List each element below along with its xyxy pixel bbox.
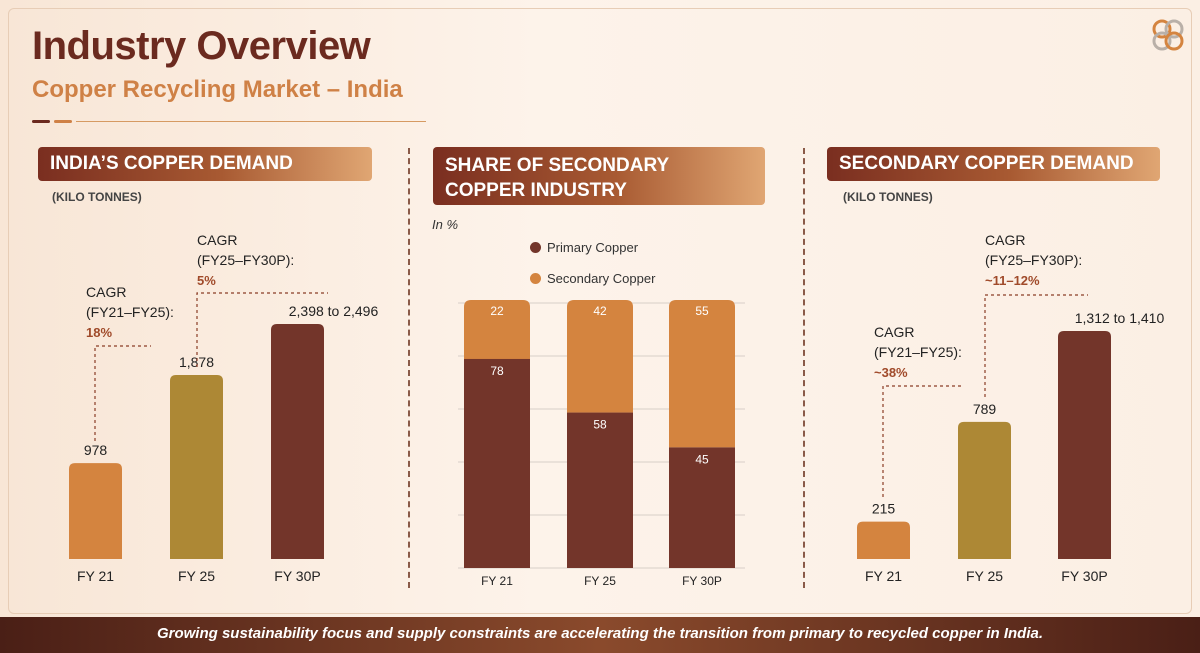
stacked-label-primary-0: 78 <box>490 364 504 378</box>
secondary-demand-bar-2 <box>1058 331 1111 559</box>
copper-demand-cagr-1-value: 5% <box>197 273 216 288</box>
secondary-demand-cagr-1-value: ~11–12% <box>985 273 1040 288</box>
secondary-demand-bar-0 <box>857 521 910 559</box>
secondary-demand-cagr-0-value: ~38% <box>874 365 908 380</box>
secondary-share-unit: In % <box>432 217 459 232</box>
stacked-bar-primary-1 <box>567 412 633 568</box>
copper-demand-bar-2 <box>271 324 324 559</box>
copper-demand-category-label-1: FY 25 <box>178 568 215 584</box>
legend-label-secondary: Secondary Copper <box>547 271 656 286</box>
copper-demand-cagr-1-line-0: CAGR <box>197 232 237 248</box>
secondary-demand-heading: SECONDARY COPPER DEMAND <box>827 147 1160 181</box>
secondary-demand-cagr-0-line-1: (FY21–FY25): <box>874 344 962 360</box>
stacked-bar-secondary-2 <box>669 300 735 448</box>
stacked-category-label-0: FY 21 <box>481 574 513 588</box>
secondary-demand-cagr-1-line-0: CAGR <box>985 232 1025 248</box>
legend-swatch-primary <box>530 242 541 253</box>
title-underline <box>32 120 426 123</box>
secondary-demand-category-label-0: FY 21 <box>865 568 902 584</box>
copper-demand-cagr-connector-1 <box>196 292 328 367</box>
copper-demand-unit: (KILO TONNES) <box>52 190 142 204</box>
copper-demand-cagr-0-value: 18% <box>86 325 112 340</box>
secondary-demand-cagr-0-line-0: CAGR <box>874 324 914 340</box>
legend-item-secondary: Secondary Copper <box>530 271 655 286</box>
copper-demand-category-label-0: FY 21 <box>77 568 114 584</box>
page-title: Industry Overview <box>32 24 371 68</box>
page-subtitle: Copper Recycling Market – India <box>32 76 403 103</box>
section-divider <box>408 148 410 588</box>
copper-demand-cagr-0-line-0: CAGR <box>86 284 126 300</box>
stacked-label-primary-2: 45 <box>695 452 709 466</box>
copper-demand-heading-text: INDIA’S COPPER DEMAND <box>50 153 293 174</box>
stacked-label-primary-1: 58 <box>593 418 607 432</box>
footer-text: Growing sustainability focus and supply … <box>156 625 1044 642</box>
secondary-demand-value-label-1: 789 <box>973 401 997 417</box>
secondary-demand-category-label-1: FY 25 <box>966 568 1003 584</box>
section-divider <box>803 148 805 588</box>
secondary-demand-heading-text: SECONDARY COPPER DEMAND <box>839 153 1134 174</box>
interlocked-rings-logo-icon <box>1152 19 1184 51</box>
copper-demand-value-label-2: 2,398 to 2,496 <box>289 303 379 319</box>
secondary-demand-unit: (KILO TONNES) <box>843 190 933 204</box>
secondary-demand-bar-1 <box>958 421 1011 559</box>
legend-label-primary: Primary Copper <box>547 240 639 255</box>
copper-demand-heading: INDIA’S COPPER DEMAND <box>38 147 372 181</box>
copper-demand-value-label-1: 1,878 <box>179 354 214 370</box>
stacked-category-label-2: FY 30P <box>682 574 722 588</box>
secondary-demand-value-label-2: 1,312 to 1,410 <box>1075 310 1165 326</box>
copper-demand-bar-0 <box>69 463 122 559</box>
secondary-demand-cagr-connector-1 <box>984 294 1088 397</box>
stacked-bar-primary-2 <box>669 447 735 568</box>
stacked-bar-primary-0 <box>464 358 530 568</box>
stacked-bar-secondary-1 <box>567 300 633 413</box>
secondary-demand-category-label-2: FY 30P <box>1061 568 1107 584</box>
copper-demand-value-label-0: 978 <box>84 442 108 458</box>
legend-swatch-secondary <box>530 273 541 284</box>
secondary-demand-value-label-0: 215 <box>872 501 896 517</box>
secondary-demand-cagr-1-line-1: (FY25–FY30P): <box>985 252 1082 268</box>
secondary-share-heading-line1: SHARE OF SECONDARY <box>445 155 670 176</box>
content-frame <box>8 8 1192 614</box>
secondary-share-heading: SHARE OF SECONDARY COPPER INDUSTRY <box>433 147 765 205</box>
stacked-label-secondary-1: 42 <box>593 304 607 318</box>
stacked-label-secondary-2: 55 <box>695 304 709 318</box>
secondary-demand-cagr-connector-0 <box>882 385 963 497</box>
copper-demand-cagr-connector-0 <box>94 345 151 441</box>
stacked-label-secondary-0: 22 <box>490 304 504 318</box>
copper-demand-cagr-0-line-1: (FY21–FY25): <box>86 304 174 320</box>
copper-demand-bar-1 <box>170 374 223 559</box>
stacked-category-label-1: FY 25 <box>584 574 616 588</box>
secondary-share-heading-line2: COPPER INDUSTRY <box>445 180 627 201</box>
legend-item-primary: Primary Copper <box>530 240 638 255</box>
copper-demand-category-label-2: FY 30P <box>274 568 320 584</box>
copper-demand-cagr-1-line-1: (FY25–FY30P): <box>197 252 294 268</box>
footer-banner <box>0 617 1200 653</box>
stacked-bar-secondary-0 <box>464 300 530 359</box>
